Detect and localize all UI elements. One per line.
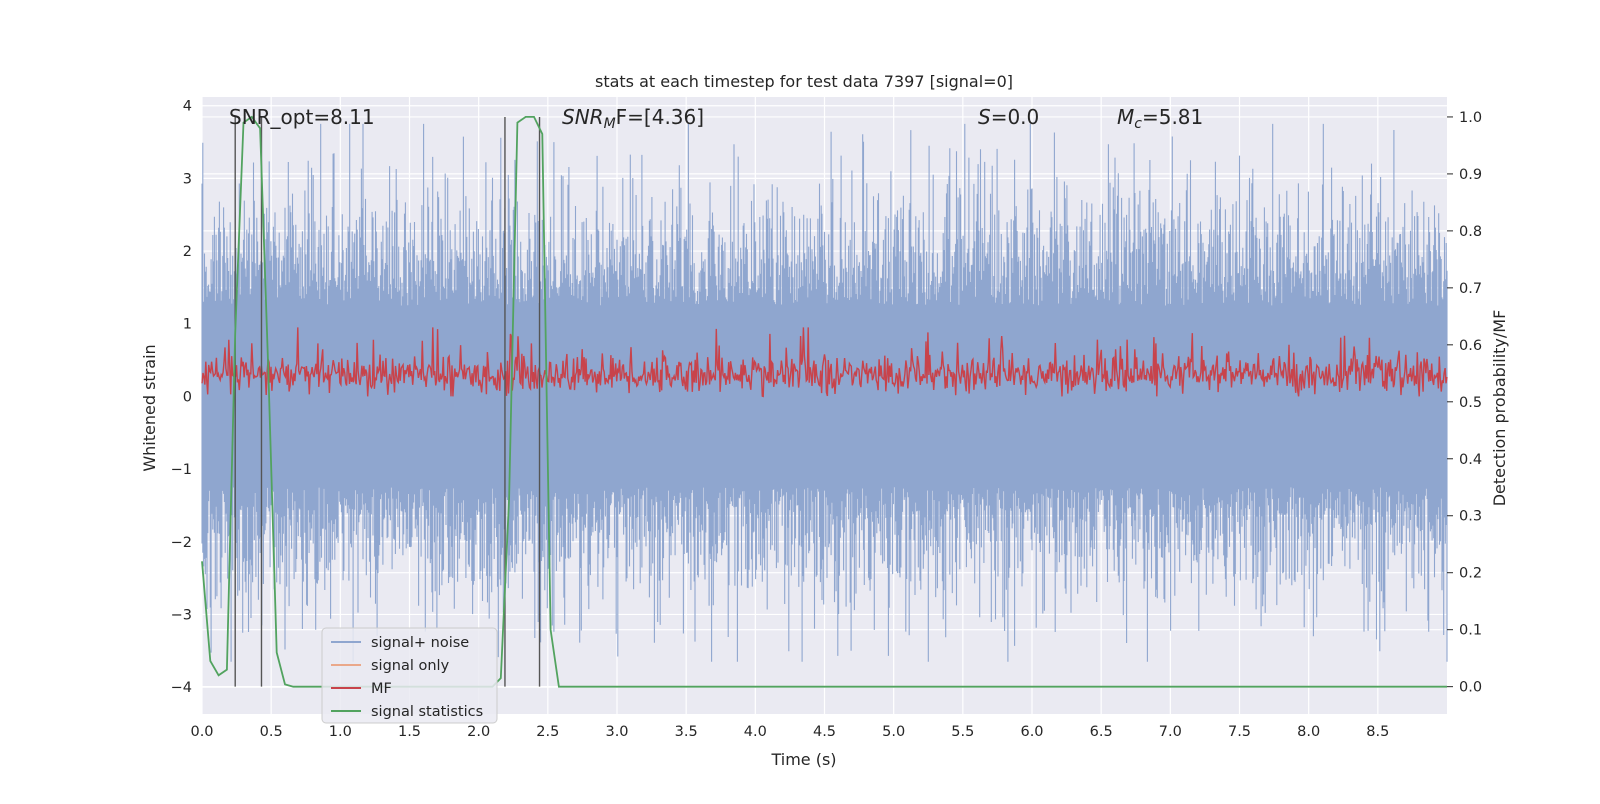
y2-tick-label: 0.1 [1459, 623, 1482, 639]
y-tick-label: 1 [183, 317, 192, 333]
x-tick-label: 1.0 [329, 724, 352, 740]
legend-label: signal+ noise [371, 635, 469, 651]
y2-tick-label: 0.9 [1459, 167, 1482, 183]
y2-tick-label: 0.8 [1459, 224, 1482, 240]
legend-label: signal statistics [371, 704, 483, 720]
x-tick-label: 4.0 [744, 724, 767, 740]
x-tick-label: 6.0 [1020, 724, 1043, 740]
annotation-snr-mf-subscript: M [604, 116, 616, 132]
x-tick-label: 3.0 [605, 724, 628, 740]
y2-tick-label: 0.5 [1459, 395, 1482, 411]
x-axis-label: Time (s) [770, 750, 836, 769]
y-axis-ticks: 4 3 2 1 0 −1 −2 −3 −4 [171, 99, 192, 696]
x-tick-label: 7.5 [1228, 724, 1251, 740]
y-tick-label: −2 [171, 535, 192, 551]
x-tick-label: 0.0 [190, 724, 213, 740]
plot-area [201, 97, 1448, 714]
y2-axis-ticks: 1.0 0.9 0.8 0.7 0.6 0.5 0.4 0.3 0.2 0.1 0.0 [1447, 110, 1482, 696]
annotation-s-value: =0.0 [991, 105, 1040, 129]
annotation-snr-opt: SNR_opt=8.11 [229, 105, 375, 129]
legend-item-signal-noise: signal+ noise [331, 635, 469, 651]
legend-label: signal only [371, 658, 450, 674]
x-tick-label: 5.5 [951, 724, 974, 740]
x-tick-label: 3.5 [675, 724, 698, 740]
series-mf [201, 327, 1448, 398]
annotation-s-symbol: S [978, 105, 991, 129]
annotation-mc-subscript: c [1134, 116, 1142, 132]
annotation-snr-mf-value: F=[4.36] [616, 105, 704, 129]
legend-label: MF [371, 681, 392, 697]
x-tick-label: 5.0 [882, 724, 905, 740]
y-tick-label: −3 [171, 607, 192, 623]
annotation-mc-symbol: M [1117, 105, 1134, 129]
x-tick-label: 6.5 [1090, 724, 1113, 740]
y-axis-label: Whitened strain [140, 344, 159, 471]
y-tick-label: 0 [183, 389, 192, 405]
y2-tick-label: 0.0 [1459, 680, 1482, 696]
x-tick-label: 7.0 [1159, 724, 1182, 740]
legend-item-signal-only: signal only [331, 658, 450, 674]
annotation-mc-value: =5.81 [1142, 105, 1203, 129]
y2-tick-label: 0.6 [1459, 338, 1482, 354]
x-tick-label: 8.5 [1366, 724, 1389, 740]
legend: signal+ noise signal only MF signal stat… [321, 627, 498, 724]
x-axis-ticks: 0.0 0.5 1.0 1.5 2.0 2.5 3.0 3.5 4.0 4.5 5.0 5.5 6.0 6… [190, 724, 1389, 740]
x-tick-label: 1.5 [398, 724, 421, 740]
y2-tick-label: 0.2 [1459, 566, 1482, 582]
mf-trace [201, 327, 1448, 398]
y2-tick-label: 0.7 [1459, 281, 1482, 297]
legend-item-signal-statistics: signal statistics [331, 704, 483, 720]
legend-box [321, 627, 498, 724]
series-signal-noise [201, 123, 1448, 662]
annotation-mc: Mc=5.81 [1117, 105, 1203, 132]
y-tick-label: 2 [183, 244, 192, 260]
annotation-s: S=0.0 [978, 105, 1039, 129]
x-tick-label: 4.5 [813, 724, 836, 740]
y-tick-label: 3 [183, 171, 192, 187]
x-tick-label: 2.0 [467, 724, 490, 740]
x-tick-label: 2.5 [536, 724, 559, 740]
x-tick-label: 0.5 [260, 724, 283, 740]
y-tick-label: 4 [183, 99, 192, 115]
annotations: SNR_opt=8.11 SNRMF=[4.36] S=0.0 Mc=5.81 [229, 105, 1203, 132]
y2-axis-label: Detection probability/MF [1490, 310, 1509, 507]
y2-tick-label: 0.3 [1459, 509, 1482, 525]
annotation-snr-mf: SNRMF=[4.36] [562, 105, 704, 132]
y-tick-label: −1 [171, 462, 192, 478]
y2-tick-label: 0.4 [1459, 452, 1482, 468]
y-tick-label: −4 [171, 680, 192, 696]
legend-item-mf: MF [331, 681, 392, 697]
x-tick-label: 8.0 [1297, 724, 1320, 740]
chart-title: stats at each timestep for test data 739… [595, 72, 1013, 91]
annotation-snr-mf-symbol: SNR [562, 105, 604, 129]
y2-tick-label: 1.0 [1459, 110, 1482, 126]
